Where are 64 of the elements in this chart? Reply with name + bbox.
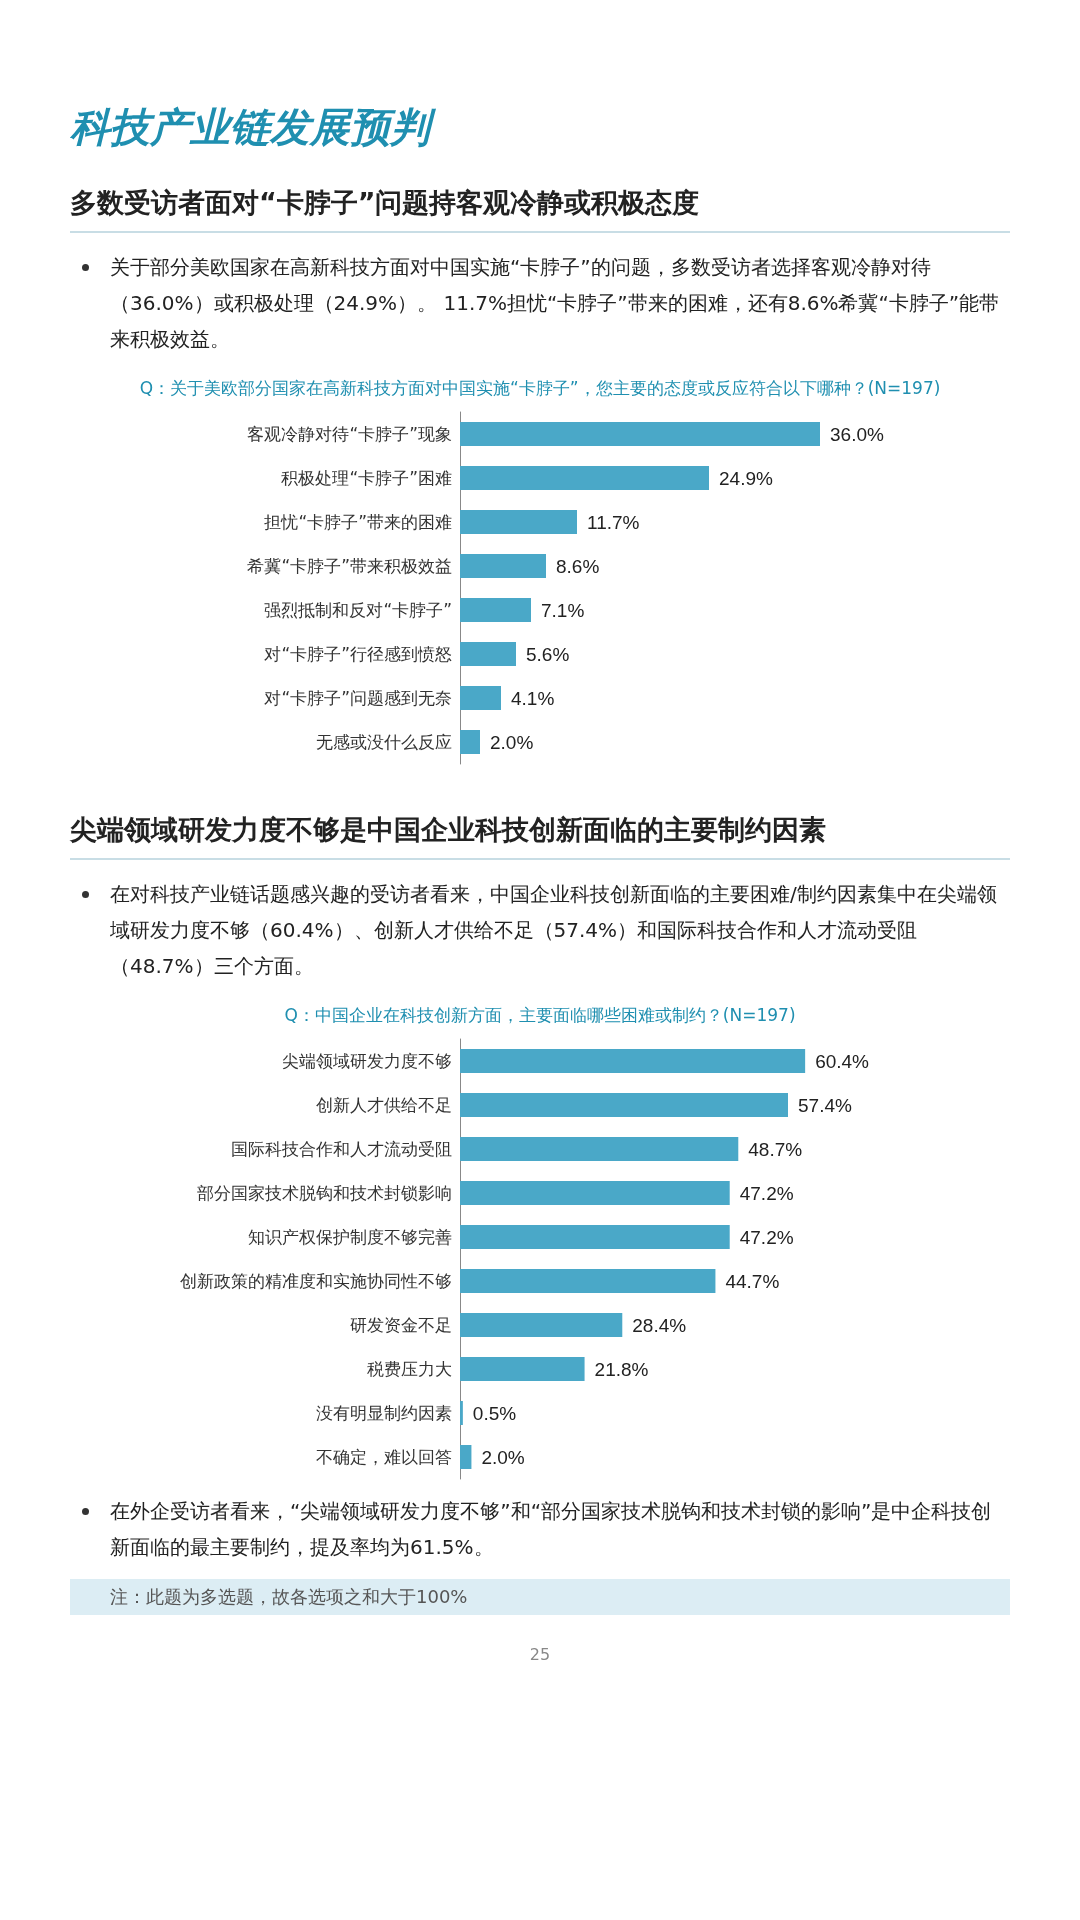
bar bbox=[460, 598, 531, 622]
bar bbox=[460, 1269, 716, 1293]
y-tick-label: 对“卡脖子”行径感到愤怒 bbox=[264, 644, 452, 664]
data-label: 48.7% bbox=[748, 1138, 803, 1160]
bar bbox=[460, 1225, 730, 1249]
y-tick-label: 客观冷静对待“卡脖子”现象 bbox=[247, 424, 452, 444]
data-label: 7.1% bbox=[541, 599, 585, 621]
data-label: 8.6% bbox=[556, 555, 600, 577]
data-label: 44.7% bbox=[725, 1270, 780, 1292]
bar bbox=[460, 730, 480, 754]
chart-subtitle: Q：中国企业在科技创新方面，主要面临哪些困难或制约？(N=197) bbox=[283, 1004, 797, 1027]
chart-title: 多数受访者面对“卡脖子”问题持客观冷静或积极态度 bbox=[70, 185, 1010, 233]
bar bbox=[460, 466, 709, 490]
text: 关于部分美欧国家在高新科技方面对中国实施“卡脖子”的问题，多数受访者选择客观冷静对待（36.0%）或积极处理（24.9%）。 11.7%担忧“卡脖子”带来的困难，还有8.6%希冀“卡脖子”能带来积极效益。 bbox=[109, 254, 1001, 353]
y-tick-label: 尖端领域研发力度不够 bbox=[282, 1051, 452, 1071]
bar bbox=[460, 510, 577, 534]
bar bbox=[460, 422, 820, 446]
bar bbox=[460, 1313, 623, 1337]
bar bbox=[460, 1137, 739, 1161]
y-tick-label: 对“卡脖子”问题感到无奈 bbox=[264, 688, 452, 708]
data-label: 4.1% bbox=[511, 687, 555, 709]
y-tick-label: 不确定，难以回答 bbox=[316, 1447, 452, 1467]
data-label: 47.2% bbox=[739, 1226, 794, 1248]
y-tick-label: 创新政策的精准度和实施协同性不够 bbox=[180, 1271, 452, 1291]
chart-title: 尖端领域研发力度不够是中国企业科技创新面临的主要制约因素 bbox=[70, 812, 1010, 860]
data-label: 2.0% bbox=[481, 1446, 525, 1468]
text: 在对科技产业链话题感兴趣的受访者看来，中国企业科技创新面临的主要困难/制约因素集中在尖端领域研发力度不够（60.4%）、创新人才供给不足（57.4%）和国际科技合作和人才流动受阻（48.7%）三个方面。 bbox=[109, 881, 998, 980]
data-label: 0.5% bbox=[472, 1402, 517, 1424]
bar bbox=[460, 642, 516, 666]
bar bbox=[460, 1093, 788, 1117]
data-label: 2.0% bbox=[490, 731, 534, 753]
data-label: 57.4% bbox=[798, 1094, 852, 1116]
data-label: 21.8% bbox=[594, 1358, 649, 1380]
y-tick-label: 国际科技合作和人才流动受阻 bbox=[231, 1139, 452, 1159]
bar bbox=[460, 686, 501, 710]
y-tick-label: 知识产权保护制度不够完善 bbox=[248, 1227, 452, 1247]
bar bbox=[460, 1445, 472, 1469]
y-tick-label: 没有明显制约因素 bbox=[316, 1403, 452, 1423]
bar bbox=[460, 1049, 806, 1073]
bar bbox=[460, 1357, 585, 1381]
data-label: 24.9% bbox=[719, 467, 773, 489]
y-tick-label: 担忧“卡脖子”带来的困难 bbox=[264, 512, 452, 532]
chart-subtitle: Q：关于美欧部分国家在高新科技方面对中国实施“卡脖子”，您主要的态度或反应符合以下哪种？(N=197) bbox=[138, 377, 942, 400]
y-tick-label: 部分国家技术脱钩和技术封锁影响 bbox=[197, 1183, 452, 1203]
data-label: 60.4% bbox=[815, 1050, 870, 1072]
text: 25 bbox=[528, 1645, 552, 1664]
y-tick-label: 无感或没什么反应 bbox=[316, 732, 452, 752]
data-label: 28.4% bbox=[632, 1314, 687, 1336]
text: 在外企受访者看来，“尖端领域研发力度不够”和“部分国家技术脱钩和技术封锁的影响”是中企科技创新面临的最主要制约，提及率均为61.5%。 bbox=[109, 1498, 993, 1561]
bar bbox=[460, 1401, 463, 1425]
y-tick-label: 积极处理“卡脖子”困难 bbox=[281, 468, 452, 488]
text: 科技产业链发展预判 bbox=[70, 103, 437, 152]
bar bbox=[460, 1181, 730, 1205]
y-tick-label: 希冀“卡脖子”带来积极效益 bbox=[247, 556, 452, 576]
text: 注：此题为多选题，故各选项之和大于100% bbox=[70, 1579, 1010, 1615]
y-tick-label: 研发资金不足 bbox=[350, 1315, 452, 1335]
data-label: 47.2% bbox=[739, 1182, 794, 1204]
y-tick-label: 强烈抵制和反对“卡脖子” bbox=[264, 600, 452, 620]
y-tick-label: 创新人才供给不足 bbox=[316, 1095, 452, 1115]
data-label: 36.0% bbox=[830, 423, 884, 445]
data-label: 5.6% bbox=[526, 643, 570, 665]
bar bbox=[460, 554, 546, 578]
y-tick-label: 税费压力大 bbox=[367, 1359, 452, 1379]
data-label: 11.7% bbox=[587, 511, 640, 533]
